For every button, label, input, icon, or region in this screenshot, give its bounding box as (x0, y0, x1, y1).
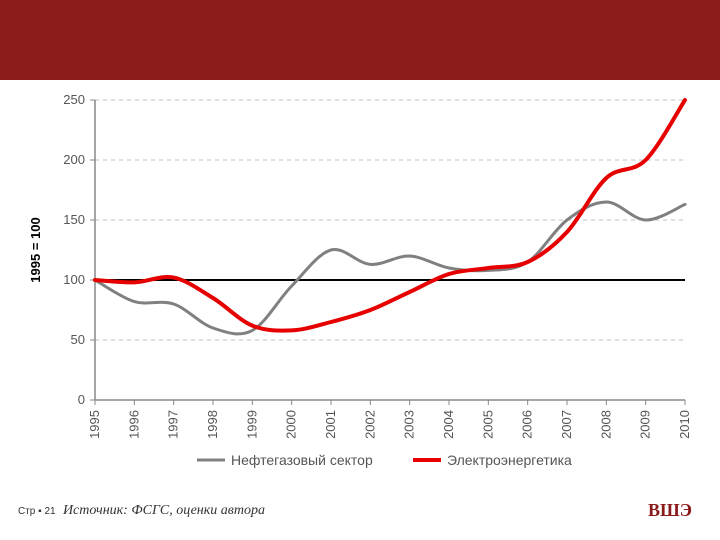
svg-text:2002: 2002 (362, 410, 377, 439)
footer: Стр ▪ 21 Источник: ФСГС, оценки автора В… (0, 500, 720, 521)
svg-text:1996: 1996 (126, 410, 141, 439)
source-text: Источник: ФСГС, оценки автора (63, 503, 265, 518)
svg-text:1995 = 100: 1995 = 100 (28, 217, 43, 282)
svg-text:2006: 2006 (520, 410, 535, 439)
svg-text:1998: 1998 (205, 410, 220, 439)
svg-text:150: 150 (63, 212, 85, 227)
svg-text:2005: 2005 (480, 410, 495, 439)
svg-text:2007: 2007 (559, 410, 574, 439)
page-number: Стр ▪ 21 (18, 506, 56, 517)
svg-text:2004: 2004 (441, 410, 456, 439)
svg-text:1997: 1997 (166, 410, 181, 439)
svg-text:2003: 2003 (402, 410, 417, 439)
svg-text:200: 200 (63, 152, 85, 167)
svg-text:2008: 2008 (598, 410, 613, 439)
svg-text:50: 50 (71, 332, 85, 347)
svg-text:250: 250 (63, 92, 85, 107)
svg-text:2010: 2010 (677, 410, 692, 439)
svg-text:Нефтегазовый сектор: Нефтегазовый сектор (231, 452, 373, 468)
svg-text:1995: 1995 (87, 410, 102, 439)
svg-text:2001: 2001 (323, 410, 338, 439)
header-bar (0, 0, 720, 80)
line-chart: 0 50 100 150 200 250 1995 1996 1997 1998 1999 2000 2… (0, 80, 720, 480)
chart-container: 0 50 100 150 200 250 1995 1996 1997 1998 1999 2000 2… (0, 80, 720, 480)
svg-text:100: 100 (63, 272, 85, 287)
brand-label: ВШЭ (648, 500, 692, 521)
svg-text:2000: 2000 (284, 410, 299, 439)
footer-left: Стр ▪ 21 Источник: ФСГС, оценки автора (18, 503, 265, 519)
svg-text:0: 0 (78, 392, 85, 407)
svg-text:Электроэнергетика: Электроэнергетика (447, 452, 572, 468)
svg-text:1999: 1999 (244, 410, 259, 439)
svg-text:2009: 2009 (638, 410, 653, 439)
